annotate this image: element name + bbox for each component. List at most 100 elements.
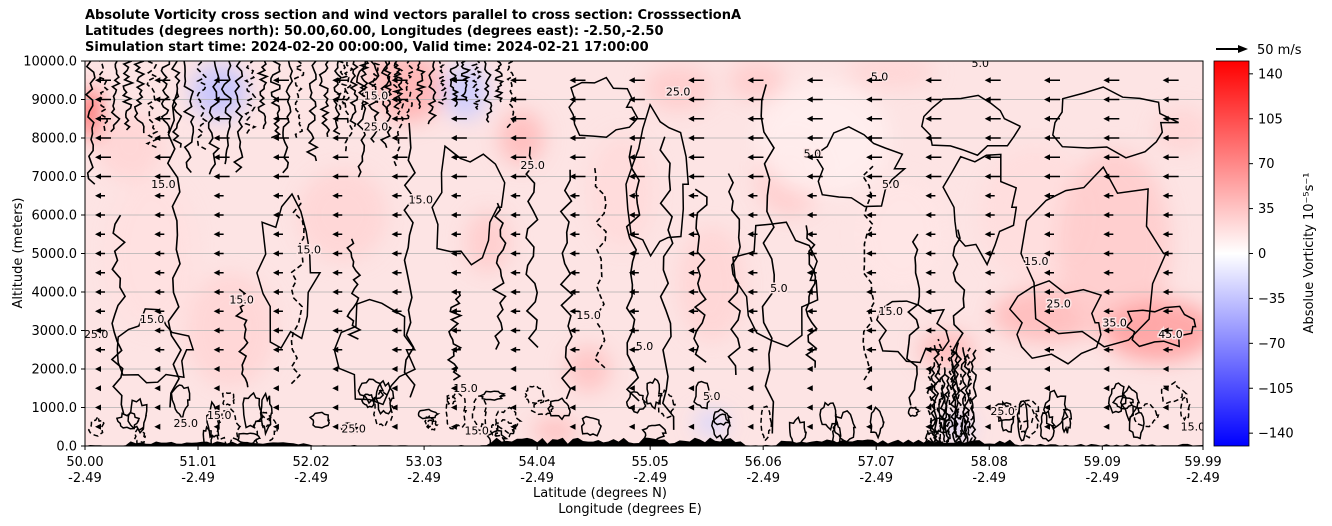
contour-line [391, 61, 404, 110]
contour-label: 15.0 [151, 178, 176, 191]
vorticity-blob [846, 61, 936, 88]
wind-arrow [95, 423, 101, 430]
wind-arrow-head [747, 96, 754, 103]
contour-loop [907, 406, 922, 417]
contour-loop [869, 406, 885, 440]
wind-arrow [806, 423, 813, 430]
wind-arrow-head [866, 250, 873, 257]
wind-arrow-head [391, 404, 398, 411]
wind-arrow-head [272, 212, 279, 218]
wind-arrow [272, 366, 279, 372]
wind-arrow-head [1103, 173, 1110, 180]
x-tick-label-lon: -2.49 [972, 471, 1006, 486]
wind-arrow-head [747, 269, 754, 276]
wind-arrow [925, 269, 936, 276]
contour-line [133, 61, 146, 134]
wind-arrow [747, 231, 758, 238]
wind-arrow-head [391, 135, 398, 141]
wind-arrow-head [1044, 289, 1051, 295]
wind-arrow [95, 96, 111, 103]
contour-line [525, 146, 539, 348]
wind-arrow-head [391, 366, 398, 372]
wind-arrow-head [925, 231, 932, 238]
contour-line [336, 61, 349, 110]
wind-arrow [391, 346, 402, 353]
wind-arrow-head [391, 115, 398, 122]
wind-arrow [925, 385, 932, 392]
wind-arrow [332, 96, 349, 103]
contour-label: 15.0 [140, 313, 165, 326]
wind-arrow [391, 173, 408, 180]
wind-arrow-head [1044, 96, 1051, 103]
wind-arrow-head [213, 173, 220, 180]
wind-arrow-head [213, 135, 220, 141]
wind-arrow-head [332, 289, 339, 295]
contour-line [760, 84, 776, 434]
contour-loop [1052, 86, 1179, 159]
contour-label: 25.0 [990, 405, 1015, 418]
wind-arrow-head [628, 173, 635, 180]
wind-arrow-head [1103, 231, 1110, 238]
wind-arrow-head [866, 423, 873, 430]
wind-arrow [391, 115, 408, 122]
wind-arrow [510, 115, 527, 122]
wind-arrow-head [866, 404, 873, 411]
wind-arrow-head [806, 385, 813, 392]
wind-arrow-head [806, 115, 813, 122]
title-line-2: Latitudes (degrees north): 50.00,60.00, … [85, 24, 664, 39]
wind-arrow-head [806, 212, 813, 218]
wind-arrow-head [747, 212, 754, 218]
wind-arrow-head [391, 289, 398, 295]
contour-line [85, 61, 96, 185]
wind-arrow [984, 115, 1001, 122]
wind-arrow [272, 212, 283, 218]
contour-loop [417, 408, 441, 420]
wind-arrow-head [806, 154, 813, 161]
wind-arrow-head [688, 308, 695, 315]
wind-arrow-head [272, 308, 279, 315]
wind-arrow-head [213, 231, 220, 238]
wind-arrow-head [95, 212, 101, 218]
contour-loop [939, 423, 951, 446]
y-tick-label: 5000.0 [32, 247, 78, 262]
wind-arrow [213, 135, 230, 141]
wind-arrow [95, 212, 105, 218]
wind-arrow-head [1103, 423, 1110, 430]
wind-arrow [688, 327, 699, 334]
colorbar-label: Absolue Vorticity 10⁻⁵s⁻¹ [1302, 173, 1317, 334]
wind-arrow [450, 404, 457, 411]
wind-arrow-head [332, 269, 339, 276]
wind-arrow-head [806, 308, 813, 315]
wind-arrow-head [154, 250, 161, 257]
wind-arrow-head [925, 269, 932, 276]
contour-line [379, 61, 393, 149]
wind-arrow-head [95, 308, 101, 315]
wind-arrow [1103, 308, 1114, 315]
contour-line [470, 61, 483, 111]
wind-arrow [747, 115, 764, 122]
wind-arrow [1103, 231, 1114, 238]
contour-line [403, 122, 416, 398]
wind-arrow-head [866, 366, 873, 372]
contour-loop [375, 379, 395, 415]
wind-arrow [391, 308, 402, 315]
contour-line [282, 61, 294, 174]
wind-arrow [628, 192, 639, 199]
wind-arrow-head [272, 404, 279, 411]
wind-arrow [391, 135, 408, 141]
wind-arrow [747, 192, 758, 199]
wind-arrow [450, 154, 467, 161]
contour-line [290, 194, 305, 385]
wind-arrow [984, 135, 1001, 141]
wind-arrow-head [984, 385, 991, 392]
contour-loop [1042, 389, 1069, 430]
wind-arrow [1103, 289, 1114, 295]
wind-arrow-head [1044, 404, 1051, 411]
contour-line [693, 188, 708, 363]
wind-arrow [1162, 173, 1179, 180]
wind-arrow-head [984, 231, 991, 238]
wind-arrow [213, 385, 220, 392]
wind-arrow [688, 423, 695, 430]
wind-arrow-head [866, 289, 873, 295]
wind-arrow-head [95, 289, 101, 295]
